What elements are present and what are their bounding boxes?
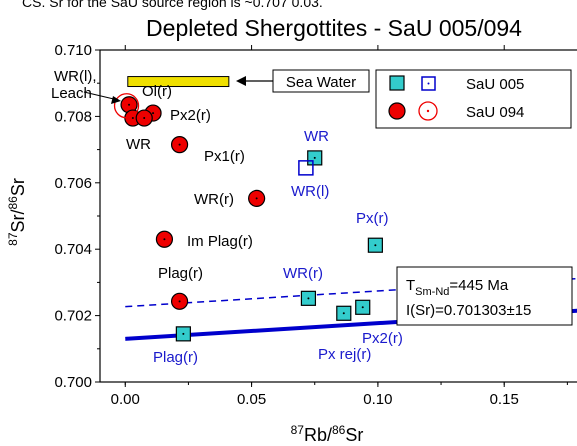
annotation-pxrej-005: Px rej(r) (318, 346, 371, 363)
age-box: TSm-Nd=445 Ma I(Sr)=0.701303±15 (396, 266, 573, 326)
annotation-wr-094: WR (126, 136, 151, 153)
y-axis-label-sup: 87 (6, 232, 20, 246)
annotation-wr-005: WR (304, 128, 329, 145)
annotation-plag-005: Plag(r) (153, 349, 198, 366)
sau-005-point-dot-3 (342, 312, 345, 315)
y-tick-label-0: 0.700 (54, 374, 92, 391)
legend-marker-open-square-dot (427, 82, 430, 85)
sea-water-label: Sea Water (286, 74, 356, 91)
y-axis-label-base: Sr/ (8, 209, 28, 232)
y-tick-label-4: 0.708 (54, 108, 92, 125)
annotation-wrr-094: WR(r) (194, 191, 234, 208)
annotations-sau-005: WR WR(l) Px(r) WR(r) Px2(r) Px rej(r) Pl… (153, 128, 403, 366)
x-tick-label-2: 0.10 (363, 391, 392, 408)
y-axis-label: 87Sr/86Sr (6, 178, 28, 246)
age-box-sub: Sm-Nd (415, 286, 449, 298)
legend-box (375, 69, 572, 129)
age-box-line1: TSm-Nd=445 Ma (406, 277, 509, 298)
leach-pointer-arrowhead (111, 96, 121, 104)
sau-094-point-dot-3 (143, 117, 146, 120)
x-axis: 0.00 0.05 0.10 0.15 (111, 45, 568, 408)
sau-005-leach-point-0 (298, 160, 314, 176)
annotation-px2-094: Px2(r) (170, 107, 211, 124)
sau-005-point-dot-4 (361, 306, 364, 309)
sau-005-point-dot-1 (307, 297, 310, 300)
legend-marker-open-circle-dot (426, 109, 430, 113)
x-axis-label: 87Rb/86Sr (291, 423, 364, 445)
annotation-wrl-005: WR(l) (291, 183, 329, 200)
sau-094-point-dot-4 (178, 143, 181, 146)
sau-094-point-dot-6 (163, 238, 166, 241)
annotation-pxr-005: Px(r) (356, 210, 389, 227)
age-box-frame (396, 266, 573, 326)
x-axis-label-sup: 87 (291, 423, 305, 437)
x-tick-label-1: 0.05 (237, 391, 266, 408)
annotation-plag-094: Plag(r) (158, 265, 203, 282)
x-axis-label-end: Sr (345, 425, 363, 445)
y-axis-label-sup2: 86 (6, 196, 20, 210)
sau-094-point-dot-5 (255, 197, 258, 200)
sau-094-point-dot-7 (178, 300, 181, 303)
sea-water-group: Sea Water (127, 69, 370, 93)
y-tick-label-5: 0.710 (54, 42, 92, 59)
sau-094-point-dot-1 (131, 117, 134, 120)
sea-water-label-box (272, 69, 370, 93)
age-box-value: =445 Ma (449, 277, 508, 294)
sau-005-point-dot-0 (182, 332, 185, 335)
legend-marker-filled-square (389, 75, 405, 91)
legend-label-sau-005: SaU 005 (466, 76, 524, 93)
y-tick-label-3: 0.706 (54, 175, 92, 192)
annotation-wr-leach-2: Leach (51, 85, 92, 102)
age-box-t: T (406, 277, 415, 294)
legend-marker-filled-circle (388, 102, 406, 120)
sau-005-point-dot-2 (313, 156, 316, 159)
y-tick-label-1: 0.702 (54, 308, 92, 325)
annotation-px2-005: Px2(r) (362, 330, 403, 347)
x-axis-label-base: Rb/ (304, 425, 332, 445)
sea-water-arrowhead (236, 76, 246, 86)
sau-094-leach-point-0 (113, 93, 140, 119)
y-axis-label-end: Sr (8, 178, 28, 196)
legend-label-sau-094: SaU 094 (466, 104, 524, 121)
isochron-dashed-line (125, 277, 577, 308)
annotations-sau-094: WR(l), Leach Ol(r) Px2(r) WR Px1(r) WR(r… (51, 68, 253, 282)
age-box-line2: I(Sr)=0.701303±15 (406, 302, 531, 319)
annotation-implag-094: Im Plag(r) (187, 233, 253, 250)
annotation-px1-094: Px1(r) (204, 148, 245, 165)
sau-005-point-dot-5 (374, 244, 377, 247)
y-tick-label-2: 0.704 (54, 241, 92, 258)
chart-title: Depleted Shergottites - SaU 005/094 (146, 15, 522, 41)
header-snippet: CS. Sr for the SaU source region is ~0.7… (22, 0, 323, 10)
data-points (113, 93, 383, 342)
x-tick-label-3: 0.15 (490, 391, 519, 408)
sau-094-point-dot-2 (152, 112, 155, 115)
y-axis: 0.700 0.702 0.704 0.706 0.708 0.710 (54, 42, 100, 391)
sau-094-point-dot-0 (128, 103, 131, 106)
x-axis-label-sup2: 86 (332, 423, 346, 437)
annotation-wrr-005: WR(r) (283, 265, 323, 282)
x-tick-label-0: 0.00 (111, 391, 140, 408)
annotation-ol: Ol(r) (142, 83, 172, 100)
annotation-wr-leach-1: WR(l), (54, 68, 96, 85)
sea-water-bar (127, 76, 230, 88)
legend: SaU 005 SaU 094 (375, 69, 572, 129)
